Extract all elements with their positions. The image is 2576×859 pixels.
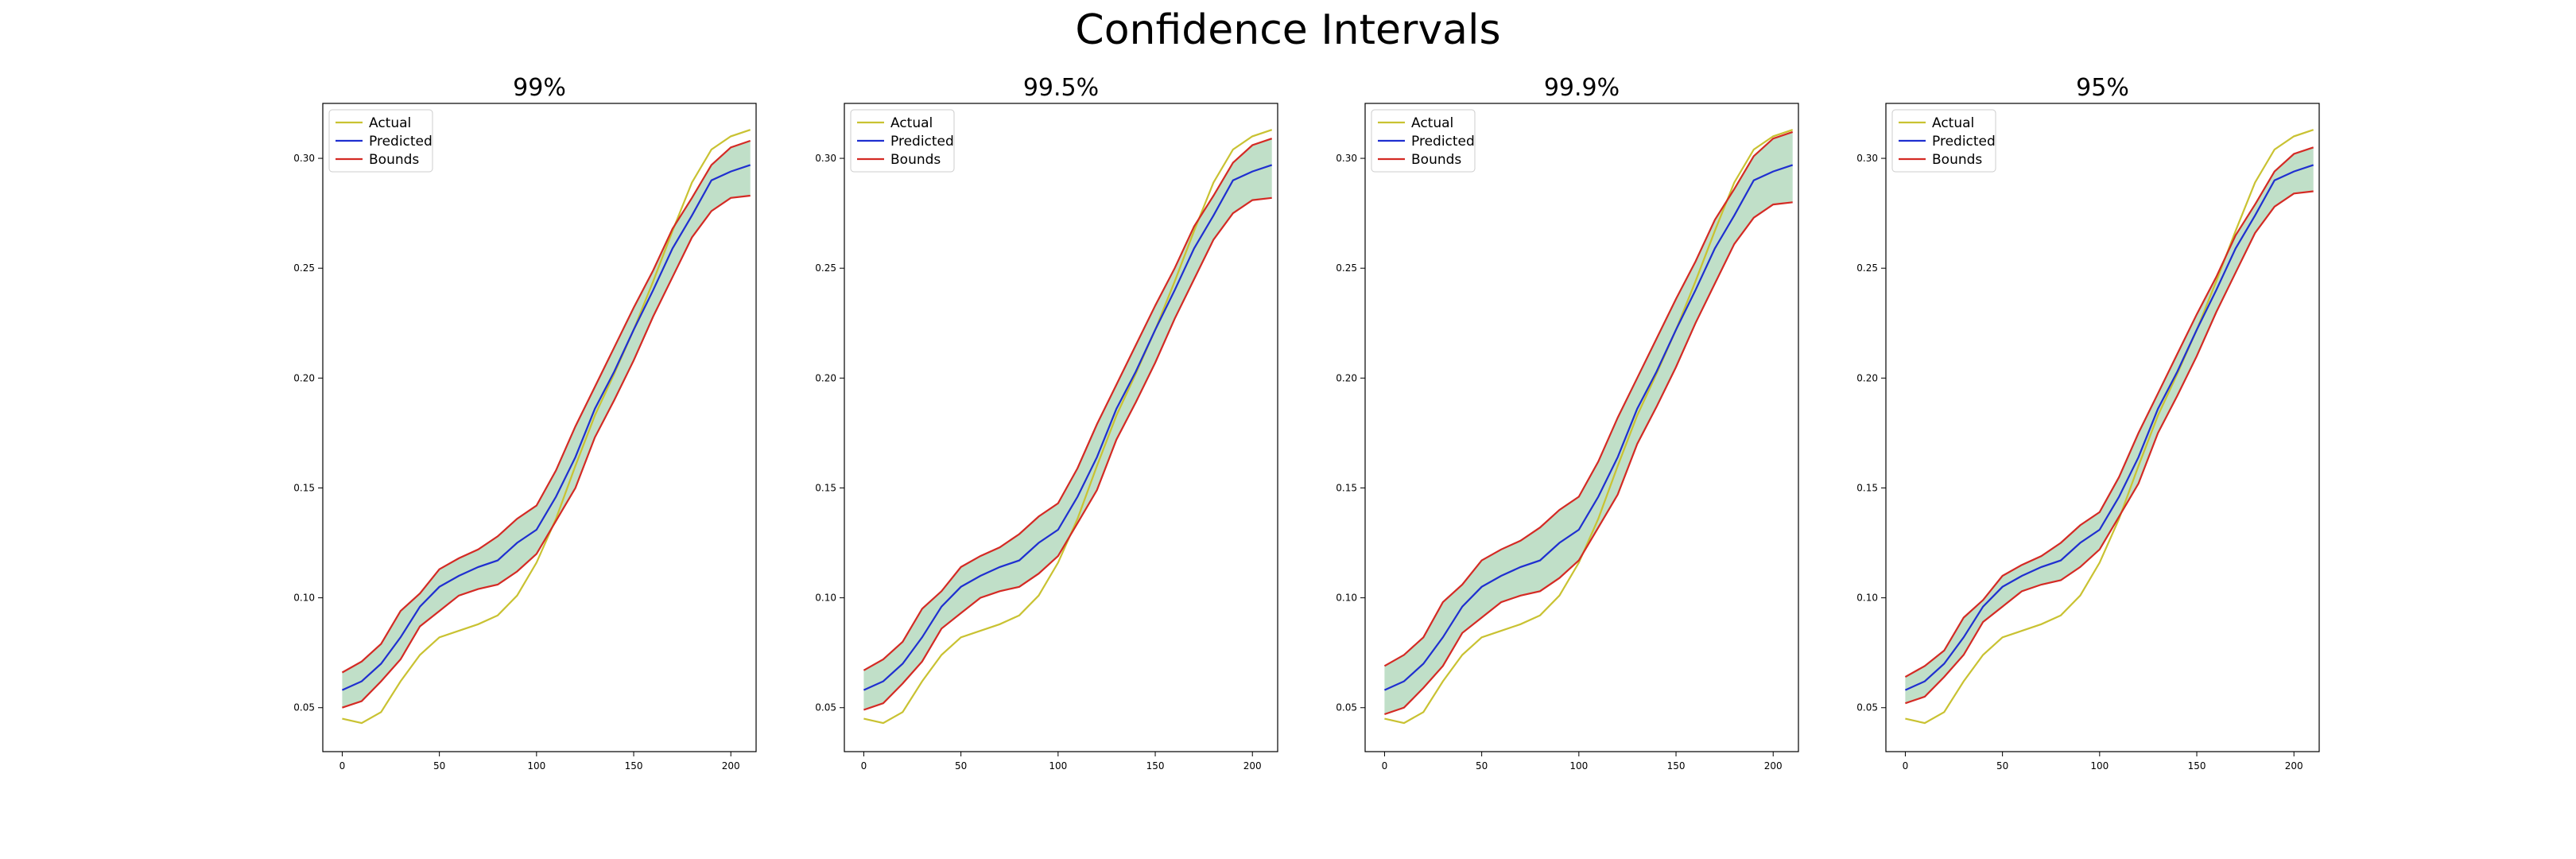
x-tick-label: 150 [1667, 760, 1686, 772]
series-line-actual [1384, 129, 1794, 725]
series-line-upper-bound [1904, 146, 2314, 678]
axes-frame [1885, 103, 2320, 752]
legend-box [328, 109, 433, 173]
chart-panel-1: 99% 0 50 100 150 200 0.05 0.10 0.15 0.20 0.25 0.30 A… [293, 74, 757, 772]
legend-label: Actual [1411, 115, 1453, 131]
confidence-band [863, 138, 1272, 710]
x-tick-label: 0 [1382, 760, 1388, 772]
y-tick-label: 0.30 [815, 153, 836, 164]
y-tick-label: 0.30 [1856, 153, 1878, 164]
series-line-lower-bound [1905, 190, 2314, 705]
x-tick-label: 50 [1476, 760, 1488, 772]
y-tick-label: 0.25 [293, 262, 315, 274]
x-tick-label: 200 [2285, 760, 2303, 772]
legend-label: Bounds [369, 152, 419, 168]
chart-panel-2: 99.5% 0 50 100 150 200 0.05 0.10 0.15 0.20 0.25 0.3… [815, 74, 1278, 772]
x-tick-label: 50 [433, 760, 445, 772]
panel-title: 99.9% [1544, 74, 1620, 102]
y-tick-label: 0.30 [1336, 153, 1357, 164]
axes-frame [1364, 103, 1799, 752]
legend-box [850, 109, 955, 173]
confidence-band [1384, 131, 1793, 714]
y-tick-label: 0.15 [293, 482, 315, 493]
legend-label: Predicted [1411, 134, 1475, 150]
series-line-lower-bound [863, 196, 1272, 711]
confidence-band [342, 141, 751, 708]
y-tick-label: 0.25 [815, 262, 836, 274]
series-line-actual [1905, 129, 2314, 725]
x-tick-label: 100 [1049, 760, 1067, 772]
series-line-upper-bound [1383, 130, 1794, 667]
y-tick-label: 0.10 [293, 593, 315, 604]
y-tick-label: 0.20 [815, 372, 836, 383]
panel-title: 99.5% [1023, 74, 1099, 102]
x-tick-label: 0 [861, 760, 867, 772]
y-tick-label: 0.25 [1336, 262, 1357, 274]
x-tick-label: 150 [625, 760, 643, 772]
legend-label: Predicted [1932, 134, 1996, 150]
series-line-upper-bound [863, 138, 1273, 671]
y-tick-label: 0.05 [815, 702, 836, 713]
legend-label: Actual [890, 115, 933, 131]
axes-frame [844, 103, 1278, 752]
x-tick-label: 150 [1146, 760, 1165, 772]
legend-box [1891, 109, 1996, 173]
y-tick-label: 0.20 [1856, 372, 1878, 383]
legend: Actual Predicted Bounds [850, 109, 955, 173]
series-line-actual [342, 129, 751, 725]
legend: Actual Predicted Bounds [328, 109, 433, 173]
x-tick-label: 150 [2188, 760, 2206, 772]
panel-title: 99% [513, 74, 566, 102]
x-tick-label: 100 [527, 760, 545, 772]
series-line-lower-bound [1384, 201, 1793, 716]
x-tick-label: 50 [955, 760, 967, 772]
y-tick-label: 0.30 [293, 153, 315, 164]
x-tick-label: 0 [339, 760, 346, 772]
legend-label: Bounds [1932, 152, 1982, 168]
y-tick-label: 0.15 [1856, 482, 1878, 493]
series-line-predicted [1383, 164, 1794, 691]
figure-title: Confidence Intervals [1075, 6, 1501, 54]
x-tick-label: 200 [1764, 760, 1783, 772]
legend-label: Bounds [890, 152, 941, 168]
x-tick-label: 100 [1569, 760, 1588, 772]
panel-title: 95% [2076, 74, 2129, 102]
y-tick-label: 0.25 [1856, 262, 1878, 274]
series-line-lower-bound [342, 194, 751, 709]
legend-label: Predicted [890, 134, 954, 150]
y-tick-label: 0.05 [293, 702, 315, 713]
y-tick-label: 0.10 [1856, 593, 1878, 604]
y-tick-label: 0.05 [1856, 702, 1878, 713]
confidence-band [1905, 147, 2314, 704]
chart-panel-3: 99.9% 0 50 100 150 200 0.05 0.10 0.15 0.20 0.25 0.3… [1336, 74, 1799, 772]
legend-label: Predicted [369, 134, 433, 150]
y-tick-label: 0.10 [1336, 593, 1357, 604]
x-tick-label: 0 [1903, 760, 1909, 772]
y-tick-label: 0.05 [1336, 702, 1357, 713]
x-tick-label: 50 [1996, 760, 2008, 772]
legend-label: Actual [369, 115, 411, 131]
series-line-predicted [863, 164, 1273, 691]
axes-frame [322, 103, 757, 752]
y-tick-label: 0.20 [1336, 372, 1357, 383]
chart-panel-4: 95% 0 50 100 150 200 0.05 0.10 0.15 0.20 0.25 0.30 A… [1856, 74, 2320, 772]
legend-label: Actual [1932, 115, 1974, 131]
legend: Actual Predicted Bounds [1891, 109, 1996, 173]
series-line-upper-bound [341, 139, 751, 674]
x-tick-label: 200 [722, 760, 740, 772]
x-tick-label: 100 [2090, 760, 2109, 772]
series-line-predicted [1904, 164, 2314, 691]
legend-box [1371, 109, 1476, 173]
y-tick-label: 0.20 [293, 372, 315, 383]
legend-label: Bounds [1411, 152, 1461, 168]
legend: Actual Predicted Bounds [1371, 109, 1476, 173]
series-line-predicted [341, 164, 751, 691]
y-tick-label: 0.15 [815, 482, 836, 493]
y-tick-label: 0.10 [815, 593, 836, 604]
y-tick-label: 0.15 [1336, 482, 1357, 493]
x-tick-label: 200 [1243, 760, 1262, 772]
